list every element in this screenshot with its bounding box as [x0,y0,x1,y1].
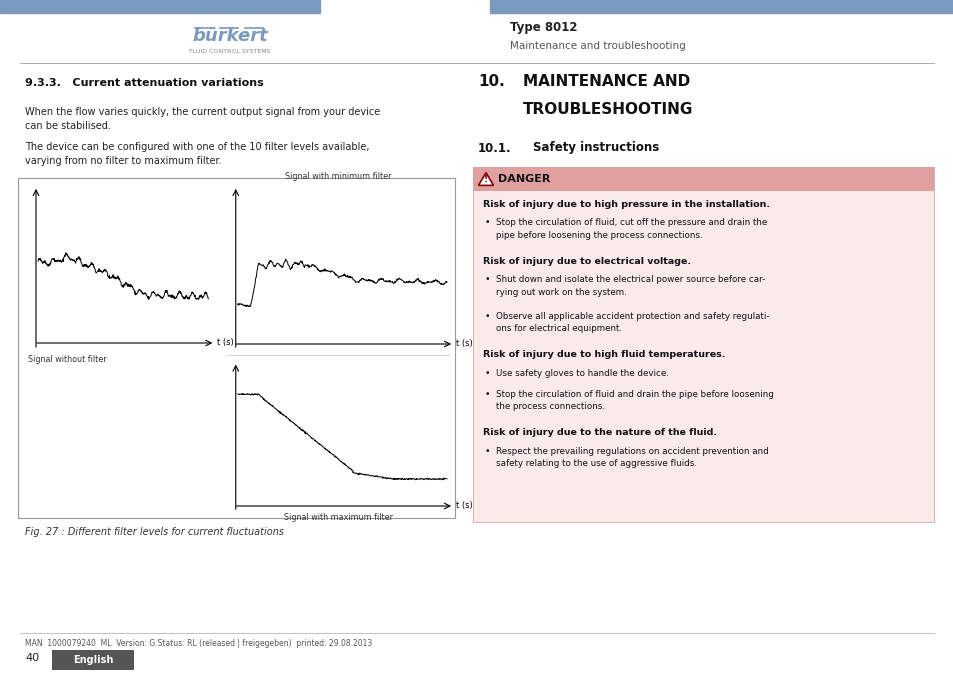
Text: TROUBLESHOOTING: TROUBLESHOOTING [522,102,693,118]
Text: Signal with maximum filter: Signal with maximum filter [284,513,393,522]
Text: Risk of injury due to the nature of the fluid.: Risk of injury due to the nature of the … [482,429,717,437]
Text: !: ! [483,175,488,184]
Text: FLUID CONTROL SYSTEMS: FLUID CONTROL SYSTEMS [189,50,271,55]
Text: Observe all applicable accident protection and safety regulati-
ons for electric: Observe all applicable accident protecti… [496,312,769,333]
Bar [18,178,455,518]
Text: •: • [484,219,490,227]
Text: •: • [484,312,490,321]
Polygon shape [478,173,493,185]
Text: The device can be configured with one of the 10 filter levels available,
varying: The device can be configured with one of… [25,142,369,166]
Text: Risk of injury due to high fluid temperatures.: Risk of injury due to high fluid tempera… [482,351,724,359]
Text: 10.1.: 10.1. [477,141,511,155]
Text: Signal without filter: Signal without filter [28,355,107,365]
Bar [0,0,319,13]
Text: Fig. 27 : Different filter levels for current fluctuations: Fig. 27 : Different filter levels for cu… [25,527,284,537]
Text: MAN  1000079240  ML  Version: G Status: RL (released | freigegeben)  printed: 29: MAN 1000079240 ML Version: G Status: RL … [25,639,372,647]
Text: •: • [484,275,490,285]
Text: Use safety gloves to handle the device.: Use safety gloves to handle the device. [496,369,668,378]
Bar [52,650,133,670]
Text: Signal with minimum filter: Signal with minimum filter [285,172,392,181]
Text: t (s): t (s) [217,339,233,347]
Text: DANGER: DANGER [497,174,550,184]
Text: Maintenance and troubleshooting: Maintenance and troubleshooting [510,41,685,51]
Text: When the flow varies quickly, the current output signal from your device
can be : When the flow varies quickly, the curren… [25,107,380,131]
Text: bürkert: bürkert [192,27,268,45]
Bar [473,167,933,191]
Text: Respect the prevailing regulations on accident prevention and
safety relating to: Respect the prevailing regulations on ac… [496,447,768,468]
Text: •: • [484,447,490,456]
Bar [473,167,933,522]
Text: Shut down and isolate the electrical power source before car-
rying out work on : Shut down and isolate the electrical pow… [496,275,764,297]
Text: t (s): t (s) [456,339,473,349]
Text: 10.: 10. [477,75,504,90]
Text: 40: 40 [25,653,39,663]
Text: •: • [484,390,490,399]
Text: •: • [484,369,490,378]
Text: MAINTENANCE AND: MAINTENANCE AND [522,75,690,90]
Text: Stop the circulation of fluid and drain the pipe before loosening
the process co: Stop the circulation of fluid and drain … [496,390,773,411]
Text: Type 8012: Type 8012 [510,22,577,34]
Text: t (s): t (s) [456,501,473,511]
Text: English: English [72,655,113,665]
Text: Risk of injury due to high pressure in the installation.: Risk of injury due to high pressure in t… [482,200,769,209]
Text: 9.3.3.   Current attenuation variations: 9.3.3. Current attenuation variations [25,78,263,88]
Text: Safety instructions: Safety instructions [533,141,659,155]
Text: Risk of injury due to electrical voltage.: Risk of injury due to electrical voltage… [482,257,690,266]
Text: Stop the circulation of fluid, cut off the pressure and drain the
pipe before lo: Stop the circulation of fluid, cut off t… [496,219,766,240]
Bar [490,0,953,13]
